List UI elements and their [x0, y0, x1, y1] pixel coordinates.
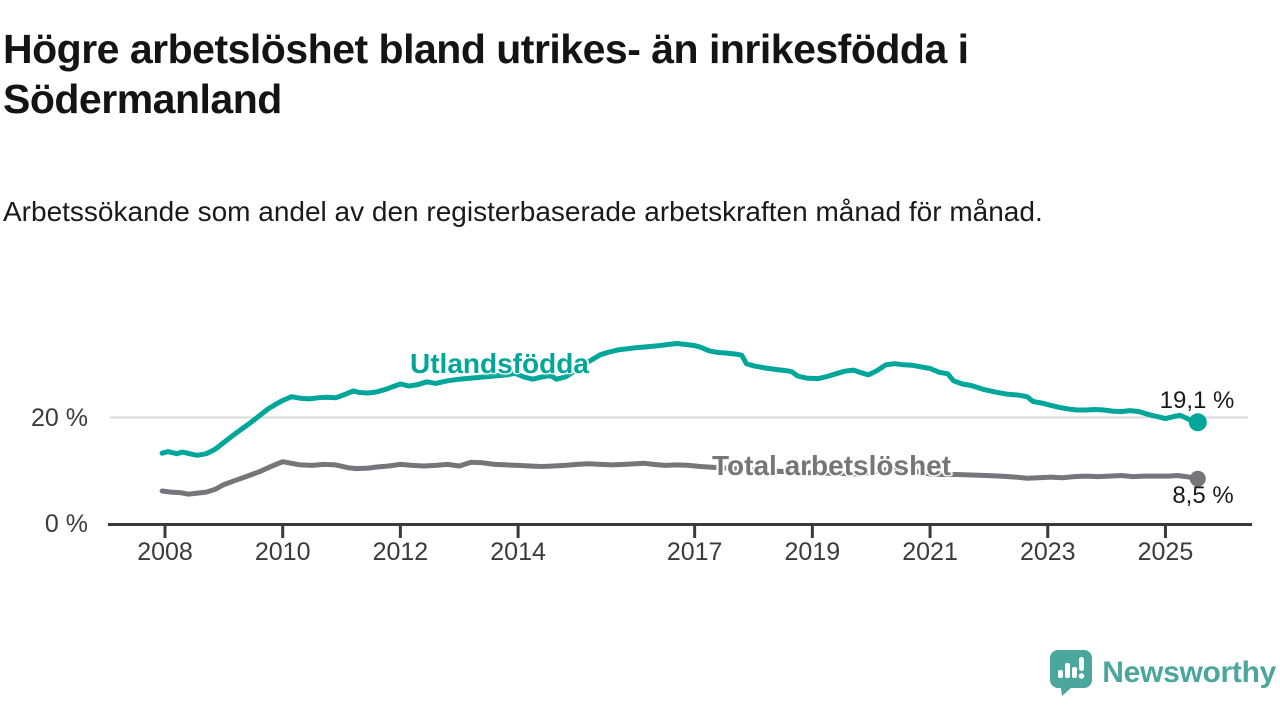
x-tick-label-2010: 2010	[254, 538, 311, 566]
series-label-total-arbetsloshet: Total arbetslöshet	[712, 450, 952, 481]
newsworthy-logo-icon	[1050, 650, 1093, 696]
y-axis-tick-label-20: 20 %	[31, 404, 88, 432]
newsworthy-logo-text: Newsworthy	[1102, 655, 1276, 689]
x-tick-label-2019: 2019	[784, 538, 841, 566]
x-tick-label-2014: 2014	[490, 538, 546, 566]
x-tick-label-2008: 2008	[137, 538, 193, 566]
end-value-label-utlandsfodda: 19,1 %	[1159, 387, 1235, 414]
chart-subtitle: Arbetssökande som andel av den registerb…	[3, 196, 1043, 227]
x-tick-label-2023: 2023	[1019, 538, 1076, 566]
x-tick-label-2021: 2021	[902, 538, 958, 566]
y-axis-tick-label-0: 0 %	[44, 510, 88, 538]
x-tick-label-2017: 2017	[666, 538, 723, 566]
end-value-label-total: 8,5 %	[1172, 482, 1234, 509]
newsworthy-logo: Newsworthy	[1049, 649, 1276, 696]
series-label-utlandsfodda: Utlandsfödda	[410, 348, 589, 379]
x-tick-label-2025: 2025	[1137, 538, 1194, 566]
x-tick-label-2012: 2012	[372, 538, 429, 566]
chart-title: Högre arbetslöshet bland utrikes- än inr…	[3, 26, 969, 123]
